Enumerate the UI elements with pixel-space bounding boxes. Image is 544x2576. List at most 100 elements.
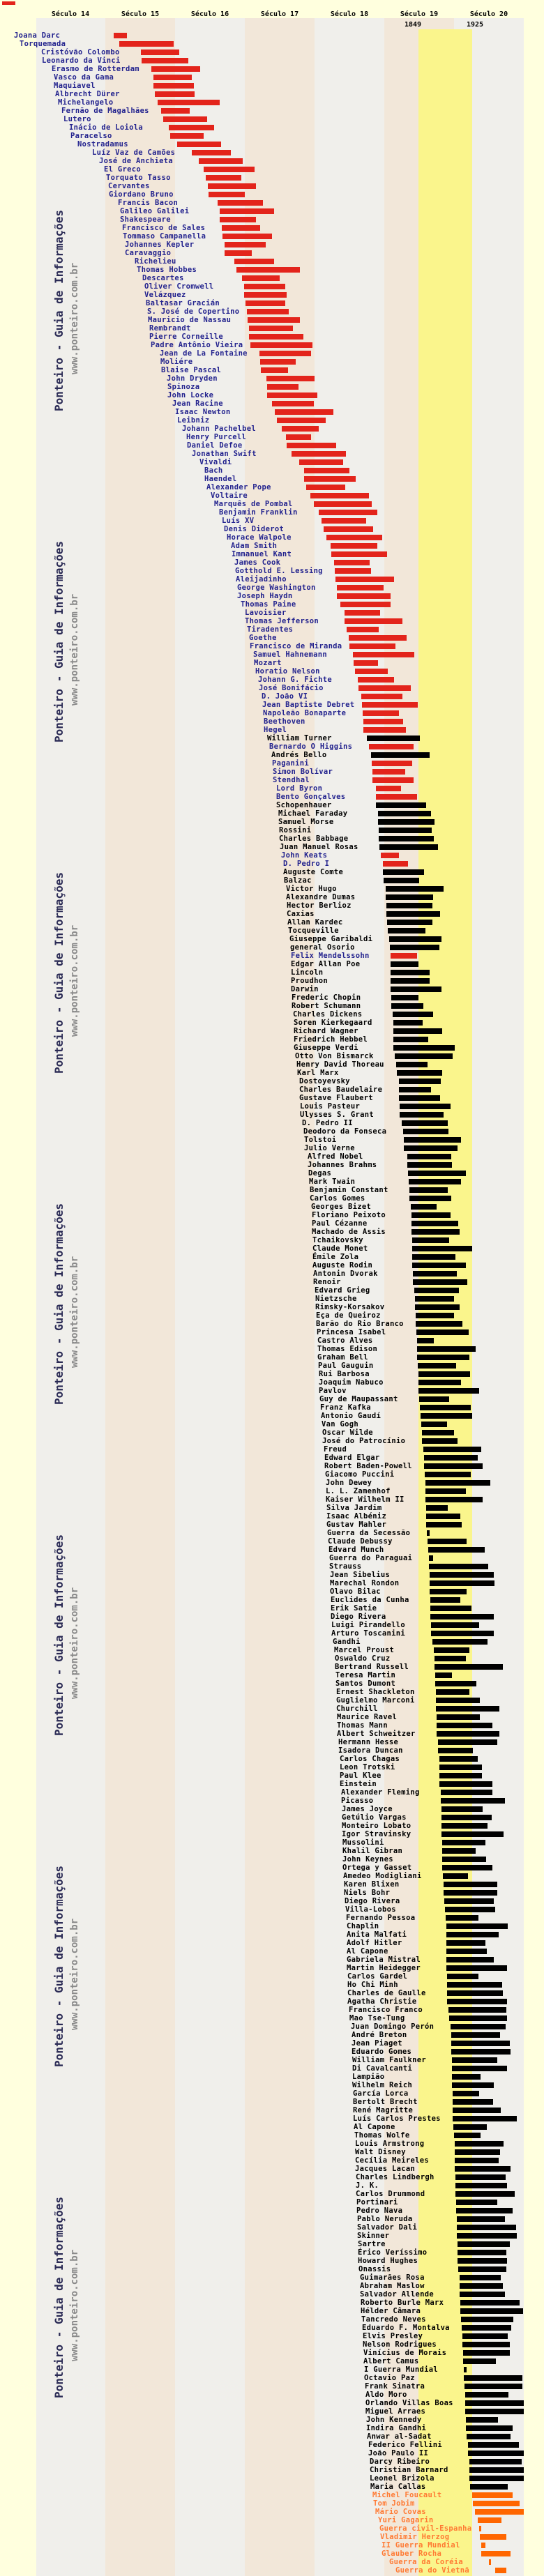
lifespan-bar	[218, 200, 263, 206]
timeline-entry-label: Dostoyevsky	[299, 1077, 350, 1085]
lifespan-bar	[372, 761, 412, 766]
lifespan-bar	[455, 2174, 506, 2180]
timeline-entry-label: John Kennedy	[366, 2416, 422, 2424]
timeline-entry-label: Lutero	[63, 115, 91, 123]
lifespan-bar	[163, 116, 207, 122]
lifespan-bar	[434, 1647, 469, 1653]
timeline-entry-label: Friedrich Hebbel	[294, 1035, 368, 1044]
lifespan-bar	[460, 2300, 520, 2306]
timeline-entry-label: Joseph Haydn	[237, 592, 293, 600]
timeline-entry-label: Henry Purcell	[186, 433, 247, 441]
lifespan-bar	[442, 1848, 476, 1854]
lifespan-bar	[244, 284, 285, 289]
timeline-entry-label: Mussolini	[342, 1838, 384, 1847]
timeline-entry-label: Elvis Presley	[363, 2332, 423, 2340]
lifespan-bar	[119, 41, 174, 47]
lifespan-bar	[250, 342, 312, 348]
timeline-entry-label: Oswaldo Cruz	[335, 1654, 391, 1663]
lifespan-bar	[386, 911, 440, 917]
timeline-entry-label: Jean Sibelius	[330, 1571, 391, 1579]
lifespan-bar	[349, 643, 395, 649]
lifespan-bar	[391, 986, 441, 992]
timeline-entry-label: Torquato Tasso	[106, 174, 171, 182]
timeline-entry-label: José de Anchieta	[99, 157, 173, 165]
timeline-entry-label: William Faulkner	[352, 2056, 426, 2064]
band-end-year-label: 1925	[466, 21, 484, 29]
timeline-entry-label: John Keats	[281, 851, 328, 860]
timeline-entry-label: Al Capone	[347, 1947, 388, 1956]
lifespan-bar	[407, 1162, 452, 1168]
lifespan-bar	[388, 928, 425, 933]
timeline-entry-label: Samuel Morse	[278, 818, 334, 826]
lifespan-bar	[428, 1547, 485, 1553]
lifespan-bar	[453, 2091, 479, 2096]
timeline-entry-label: Carlos Drummond	[356, 2190, 425, 2198]
lifespan-bar	[379, 828, 432, 833]
timeline-entry-label: Charles Babbage	[279, 834, 349, 843]
timeline-entry-label: Oliver Cromwell	[144, 282, 214, 291]
timeline-entry-label: Ernest Shackleton	[336, 1688, 415, 1696]
sidebar-title-vertical: Ponteiro - Guia de Informações	[52, 541, 66, 742]
timeline-entry-label: Bach	[204, 466, 223, 475]
lifespan-bar	[446, 1940, 485, 1946]
lifespan-bar	[422, 1430, 454, 1435]
timeline-entry-label: George Washington	[237, 584, 316, 592]
lifespan-bar	[451, 2024, 506, 2029]
timeline-entry-label: Descartes	[142, 274, 184, 282]
timeline-entry-label: Lincoln	[291, 968, 324, 977]
lifespan-bar	[413, 1279, 467, 1285]
lifespan-bar	[435, 1664, 503, 1670]
lifespan-bar	[436, 1689, 469, 1695]
lifespan-bar	[306, 485, 345, 490]
timeline-entry-label: Rossini	[279, 826, 312, 834]
lifespan-bar	[345, 618, 402, 624]
timeline-entry-label: Leibniz	[177, 416, 210, 425]
timeline-entry-label: Bernardo O Higgins	[269, 742, 353, 751]
lifespan-bar	[438, 1739, 497, 1745]
timeline-entry-label: Joana Darc	[14, 31, 61, 40]
timeline-entry-label: Al Capone	[354, 2123, 395, 2131]
timeline-entry-label: Strauss	[329, 1562, 362, 1571]
lifespan-bar	[337, 585, 384, 590]
timeline-entry-label: Paul Klee	[340, 1771, 381, 1780]
timeline-entry-label: Juan Manuel Rosas	[280, 843, 358, 851]
timeline-entry-label: Santos Dumont	[335, 1679, 396, 1688]
lifespan-bar	[151, 66, 200, 72]
lifespan-bar	[390, 945, 439, 950]
timeline-entry-label: Cecília Meireles	[355, 2156, 429, 2165]
lifespan-bar	[404, 1137, 461, 1143]
lifespan-bar	[455, 2141, 504, 2147]
lifespan-bar	[400, 1104, 451, 1109]
lifespan-bar	[437, 1723, 492, 1728]
lifespan-bar	[431, 1622, 479, 1628]
timeline-entry-label: Charles de Gaulle	[347, 1989, 426, 1997]
lifespan-bar	[466, 2425, 513, 2431]
sidebar-title-vertical: Ponteiro - Guia de Informações	[52, 1866, 66, 2067]
timeline-entry-label: Jean Racine	[172, 399, 223, 408]
timeline-entry-label: Diego Rivera	[331, 1613, 386, 1621]
timeline-entry-label: Tancredo Neves	[361, 2315, 426, 2324]
timeline-entry-label: Johannes Kepler	[125, 241, 195, 249]
lifespan-bar	[417, 1346, 476, 1352]
lifespan-bar	[314, 501, 372, 507]
lifespan-bar	[412, 1246, 472, 1251]
timeline-entry-label: Paganini	[272, 759, 309, 768]
lifespan-bar	[452, 2082, 494, 2088]
lifespan-bar	[446, 1965, 507, 1971]
timeline-entry-label: Abraham Maslow	[360, 2282, 425, 2290]
timeline-entry-label: Rimsky-Korsakov	[315, 1303, 385, 1311]
lifespan-bar	[436, 1706, 499, 1712]
lifespan-bar	[372, 777, 414, 783]
timeline-entry-label: Blaise Pascal	[161, 366, 222, 374]
lifespan-bar	[456, 2208, 513, 2213]
timeline-entry-label: Michel Foucault	[372, 2491, 442, 2499]
sidebar-title-vertical: Ponteiro - Guia de Informações	[52, 1203, 66, 1405]
century-band-16	[175, 18, 245, 2576]
lifespan-bar	[464, 2367, 467, 2372]
lifespan-bar	[266, 376, 315, 381]
lifespan-bar	[456, 2200, 497, 2205]
lifespan-bar	[402, 1120, 448, 1126]
lifespan-bar	[452, 2057, 497, 2063]
lifespan-bar	[469, 2467, 524, 2473]
timeline-entry-label: Marcel Proust	[334, 1646, 395, 1654]
